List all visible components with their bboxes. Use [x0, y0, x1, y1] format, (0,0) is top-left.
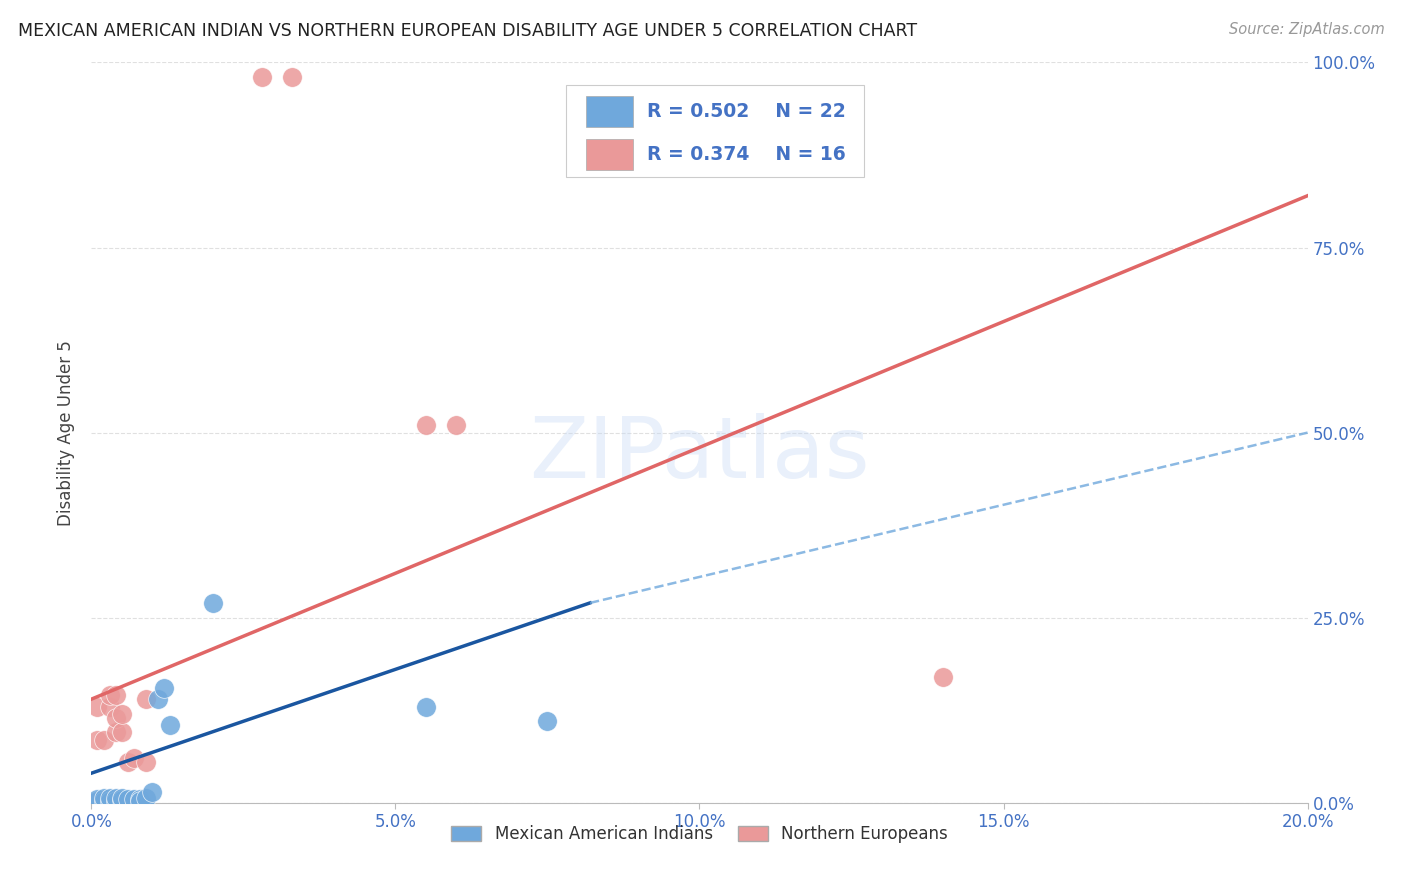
Point	[415, 699, 437, 714]
Y-axis label: Disability Age Under 5: Disability Age Under 5	[58, 340, 76, 525]
Point	[98, 699, 121, 714]
Point	[117, 792, 139, 806]
Text: R = 0.502    N = 22: R = 0.502 N = 22	[647, 103, 846, 121]
Point	[415, 418, 437, 433]
Point	[536, 714, 558, 729]
Point	[153, 681, 176, 695]
Point	[129, 792, 152, 806]
Point	[104, 725, 127, 739]
Point	[122, 792, 145, 806]
Point	[931, 670, 953, 684]
FancyBboxPatch shape	[586, 139, 633, 169]
Text: Source: ZipAtlas.com: Source: ZipAtlas.com	[1229, 22, 1385, 37]
Point	[98, 689, 121, 703]
Text: MEXICAN AMERICAN INDIAN VS NORTHERN EUROPEAN DISABILITY AGE UNDER 5 CORRELATION : MEXICAN AMERICAN INDIAN VS NORTHERN EURO…	[18, 22, 917, 40]
Point	[86, 792, 108, 806]
Point	[148, 692, 170, 706]
Point	[93, 732, 115, 747]
FancyBboxPatch shape	[586, 96, 633, 128]
Point	[122, 751, 145, 765]
Point	[117, 755, 139, 769]
Point	[104, 794, 127, 808]
Point	[98, 794, 121, 808]
Point	[135, 791, 157, 805]
Text: ZIPatlas: ZIPatlas	[529, 413, 870, 496]
Point	[202, 596, 225, 610]
Point	[111, 790, 134, 805]
Point	[111, 706, 134, 721]
Point	[250, 70, 273, 85]
Point	[104, 711, 127, 725]
Point	[141, 785, 163, 799]
Point	[93, 790, 115, 805]
Point	[86, 699, 108, 714]
Point	[159, 718, 181, 732]
Point	[98, 791, 121, 805]
Point	[281, 70, 304, 85]
Legend: Mexican American Indians, Northern Europeans: Mexican American Indians, Northern Europ…	[444, 819, 955, 850]
Point	[444, 418, 467, 433]
Text: R = 0.374    N = 16: R = 0.374 N = 16	[647, 145, 846, 164]
FancyBboxPatch shape	[565, 85, 863, 178]
Point	[135, 692, 157, 706]
Point	[104, 791, 127, 805]
Point	[129, 794, 152, 808]
Point	[111, 725, 134, 739]
Point	[86, 732, 108, 747]
Point	[135, 755, 157, 769]
Point	[93, 794, 115, 808]
Point	[104, 689, 127, 703]
Point	[111, 793, 134, 807]
Point	[86, 794, 108, 808]
